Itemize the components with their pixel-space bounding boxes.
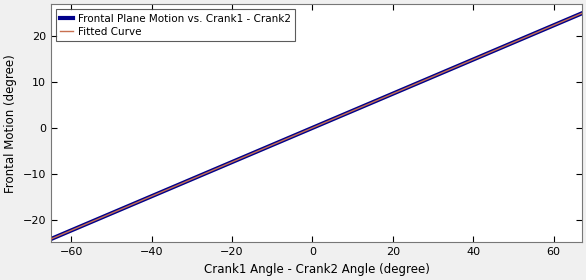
Frontal Plane Motion vs. Crank1 - Crank2 [80, 223, 87, 227]
Line: Fitted Curve: Fitted Curve [51, 13, 582, 239]
Fitted Curve [386, 94, 393, 97]
Frontal Plane Motion vs. Crank1 - Crank2 [356, 106, 363, 110]
Line: Frontal Plane Motion vs. Crank1 - Crank2: Frontal Plane Motion vs. Crank1 - Crank2 [51, 13, 582, 239]
Frontal Plane Motion vs. Crank1 - Crank2 [370, 100, 377, 104]
X-axis label: Crank1 Angle - Crank2 Angle (degree): Crank1 Angle - Crank2 Angle (degree) [203, 263, 430, 276]
Fitted Curve [47, 237, 54, 241]
Frontal Plane Motion vs. Crank1 - Crank2 [450, 66, 457, 69]
Fitted Curve [80, 223, 87, 227]
Fitted Curve [370, 100, 377, 104]
Frontal Plane Motion vs. Crank1 - Crank2 [47, 237, 54, 241]
Fitted Curve [450, 66, 457, 69]
Frontal Plane Motion vs. Crank1 - Crank2 [386, 94, 393, 97]
Fitted Curve [356, 106, 363, 110]
Fitted Curve [578, 12, 585, 15]
Fitted Curve [505, 43, 512, 46]
Legend: Frontal Plane Motion vs. Crank1 - Crank2, Fitted Curve: Frontal Plane Motion vs. Crank1 - Crank2… [56, 9, 295, 41]
Frontal Plane Motion vs. Crank1 - Crank2 [578, 12, 585, 15]
Frontal Plane Motion vs. Crank1 - Crank2 [505, 43, 512, 46]
Y-axis label: Frontal Motion (degree): Frontal Motion (degree) [4, 54, 17, 193]
